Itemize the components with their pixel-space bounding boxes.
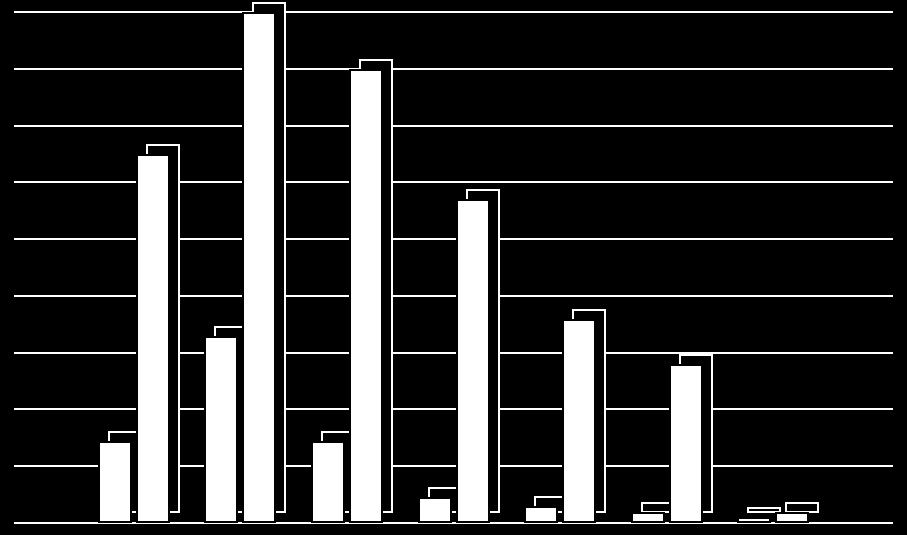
plot-area <box>14 12 893 523</box>
chart-container <box>0 0 907 535</box>
bar <box>204 336 238 523</box>
bar <box>456 199 490 523</box>
bar <box>524 506 558 523</box>
bar <box>737 517 771 523</box>
bar <box>775 512 809 523</box>
gridline <box>14 11 893 13</box>
bar <box>311 441 345 523</box>
bar <box>98 441 132 523</box>
bar <box>418 497 452 523</box>
gridline <box>14 68 893 70</box>
bar <box>631 512 665 523</box>
bar <box>562 319 596 523</box>
gridline <box>14 125 893 127</box>
bar <box>136 154 170 523</box>
bar <box>242 12 276 523</box>
bar <box>349 69 383 523</box>
bar <box>669 364 703 523</box>
